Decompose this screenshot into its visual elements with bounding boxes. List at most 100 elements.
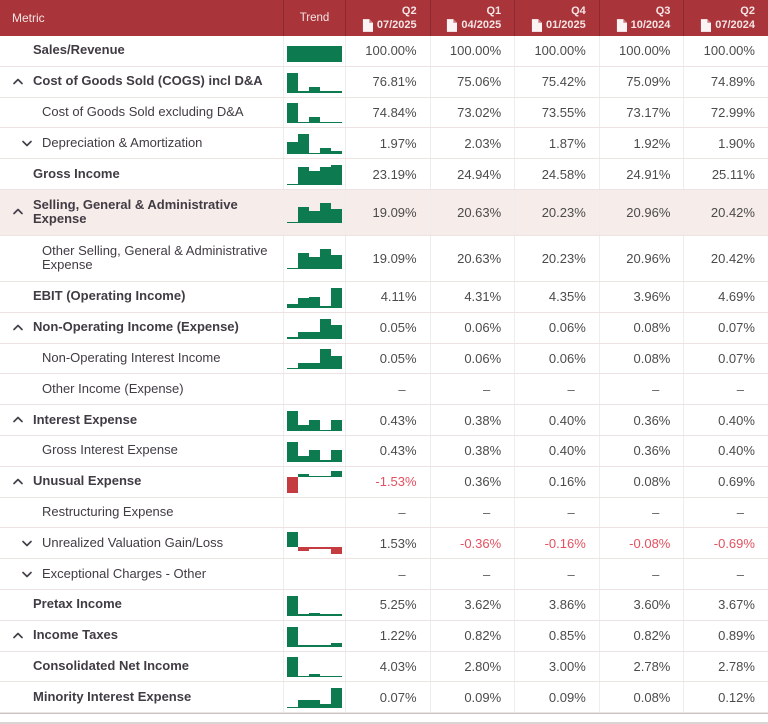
sparkline-bar [320,460,331,462]
sparkline-bar [320,614,331,616]
sparkline-bar [331,470,342,478]
sparkline-bar [309,547,320,549]
sparkline-bar [287,45,298,62]
table-row[interactable]: Cost of Goods Sold (COGS) incl D&A 76.81… [0,66,768,98]
period-column-header[interactable]: Q2 07/2025 [345,0,430,36]
value-cell: 1.87% [514,128,599,159]
table-row: Pretax Income 5.25% 3.62% 3.86% 3.60% 3.67% [0,589,768,621]
sparkline-bar [320,203,331,224]
metric-label: Non-Operating Income (Expense) [33,319,239,335]
sparkline-bar [331,150,342,155]
trend-sparkline [287,40,342,62]
chevron-down-icon[interactable] [21,537,33,549]
table-row: Cost of Goods Sold excluding D&A 74.84% 7… [0,97,768,129]
table-row: Other Income (Expense) – – – – – [0,374,768,406]
table-row[interactable]: Unusual Expense -1.53% 0.36% 0.16% 0.08% 0.6… [0,466,768,498]
value-cell: 73.02% [429,97,515,128]
table-row[interactable]: Income Taxes 1.22% 0.82% 0.85% 0.82% 0.89% [0,620,768,652]
value-cell: 0.08% [598,466,684,497]
value-cell: 0.36% [598,405,684,435]
value-cell: 0.09% [514,682,599,713]
sparkline-bar [287,411,298,432]
chevron-down-icon[interactable] [21,568,33,580]
table-row[interactable]: Unrealized Valuation Gain/Loss 1.53% -0.3… [0,528,768,560]
metric-cell: Sales/Revenue [0,36,283,66]
table-row: EBIT (Operating Income) 4.11% 4.31% 4.35% 3… [0,281,768,313]
document-icon[interactable] [446,18,458,32]
metric-cell: Pretax Income [0,590,283,620]
chevron-down-icon[interactable] [21,137,33,149]
period-column-header[interactable]: Q4 01/2025 [514,0,599,36]
sparkline-bar [309,645,320,647]
sparkline-bar [287,303,298,308]
trend-cell [283,159,345,189]
value-cell: 0.43% [345,435,430,466]
value-cell: -1.53% [345,466,430,497]
metric-cell: Selling, General & Administrative Expens… [0,190,283,235]
value-cell: 100.00% [598,36,684,66]
period-quarter-label: Q1 [486,4,502,17]
trend-sparkline [287,317,342,339]
value-cell: – [429,374,515,405]
document-icon[interactable] [531,18,543,32]
chevron-up-icon[interactable] [12,630,24,642]
metric-label: Other Income (Expense) [42,380,184,396]
chevron-up-icon[interactable] [12,476,24,488]
value-cell: 20.63% [429,189,515,235]
value-cell: 0.06% [429,312,515,343]
table-row: Gross Income 23.19% 24.94% 24.58% 24.91% 25.… [0,159,768,190]
table-row[interactable]: Depreciation & Amortization 1.97% 2.03% 1.… [0,128,768,160]
sparkline-bar [298,253,309,270]
document-icon[interactable] [362,18,373,32]
document-icon[interactable] [616,18,627,32]
trend-sparkline [287,378,342,400]
period-quarter-label: Q4 [571,4,586,17]
value-cell: – [683,559,768,589]
value-cell: 3.96% [598,281,684,312]
value-cell: 0.82% [598,620,684,651]
period-column-header[interactable]: Q3 10/2024 [598,0,684,36]
period-date-label: 07/2025 [376,19,417,31]
period-column-header[interactable]: Q1 04/2025 [429,0,515,36]
period-quarter-label: Q3 [655,4,671,17]
trend-cell [283,128,345,159]
metric-label: Interest Expense [33,411,138,427]
table-row: Other Selling, General & Administrative … [0,235,768,282]
chevron-up-icon[interactable] [12,206,24,218]
value-cell: 24.58% [514,159,599,189]
value-cell: 3.86% [514,589,599,620]
period-column-header[interactable]: Q2 07/2024 [683,0,768,36]
value-cell: 4.11% [345,281,430,312]
table-row[interactable]: Non-Operating Income (Expense) 0.05% 0.06… [0,312,768,344]
table-bottom-edge [0,713,768,724]
sparkline-bar [320,349,331,370]
value-cell: 0.36% [598,435,684,466]
sparkline-bar [331,165,342,186]
table-row[interactable]: Selling, General & Administrative Expens… [0,189,768,236]
document-icon[interactable] [700,18,712,32]
table-row[interactable]: Interest Expense 0.43% 0.38% 0.40% 0.36% 0.4… [0,405,768,436]
metric-label: EBIT (Operating Income) [33,288,186,304]
period-date-label: 10/2024 [630,19,671,31]
chevron-up-icon[interactable] [12,322,24,334]
trend-cell [283,374,345,405]
value-cell: 100.00% [345,36,430,66]
sparkline-bar [298,362,309,370]
trend-cell [283,435,345,466]
trend-sparkline [287,594,342,616]
sparkline-bar [309,87,320,93]
value-cell: 0.40% [683,405,768,435]
period-date-label: 01/2025 [546,19,586,31]
sparkline-bar [320,704,331,709]
chevron-up-icon[interactable] [12,414,24,426]
table-row[interactable]: Exceptional Charges - Other – – – – – [0,559,768,590]
value-cell: 2.78% [598,651,684,682]
sparkline-bar [309,257,320,270]
value-cell: 100.00% [429,36,515,66]
value-cell: 0.38% [429,435,515,466]
metric-label: Unusual Expense [33,473,142,489]
chevron-up-icon[interactable] [12,76,24,88]
sparkline-bar [298,207,309,224]
metric-cell: Unusual Expense [0,467,283,497]
